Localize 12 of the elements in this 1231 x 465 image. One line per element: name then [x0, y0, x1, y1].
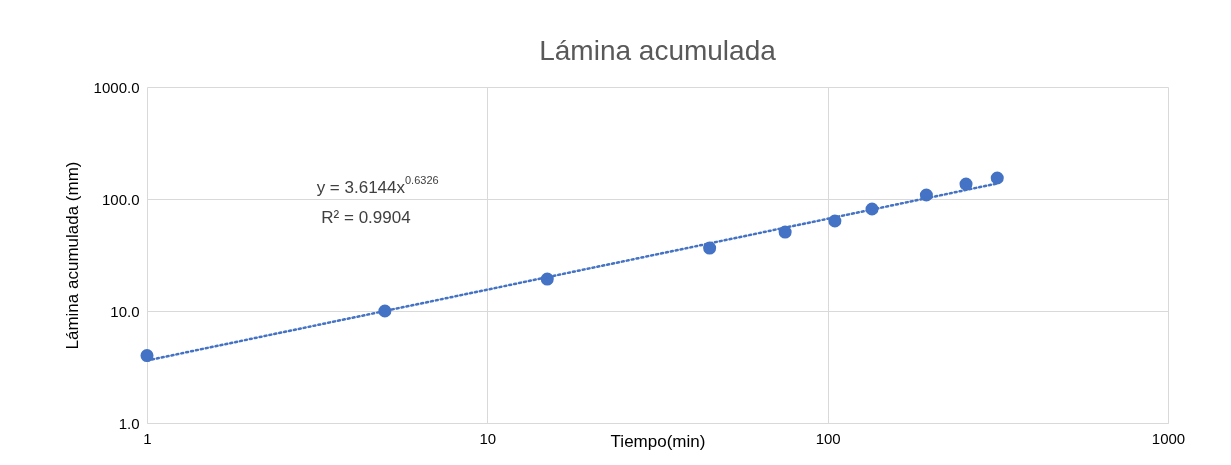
annotation: R² = 0.9904	[321, 208, 411, 227]
y-tick-label: 1000.0	[93, 78, 140, 96]
y-tick-label: 1.0	[118, 414, 140, 432]
x-axis-title: Tiempo(min)	[610, 431, 706, 451]
x-tick-label: 10	[479, 429, 497, 447]
x-tick-label: 100	[815, 429, 841, 447]
y-tick-label: 100.0	[101, 190, 140, 208]
x-tick-label: 1000	[1151, 429, 1186, 447]
chart-title: Lámina acumulada	[539, 35, 777, 66]
y-axis-title: Lámina acumulada (mm)	[62, 161, 82, 350]
x-tick-label: 1	[143, 429, 152, 447]
y-tick-label: 10.0	[110, 302, 140, 320]
